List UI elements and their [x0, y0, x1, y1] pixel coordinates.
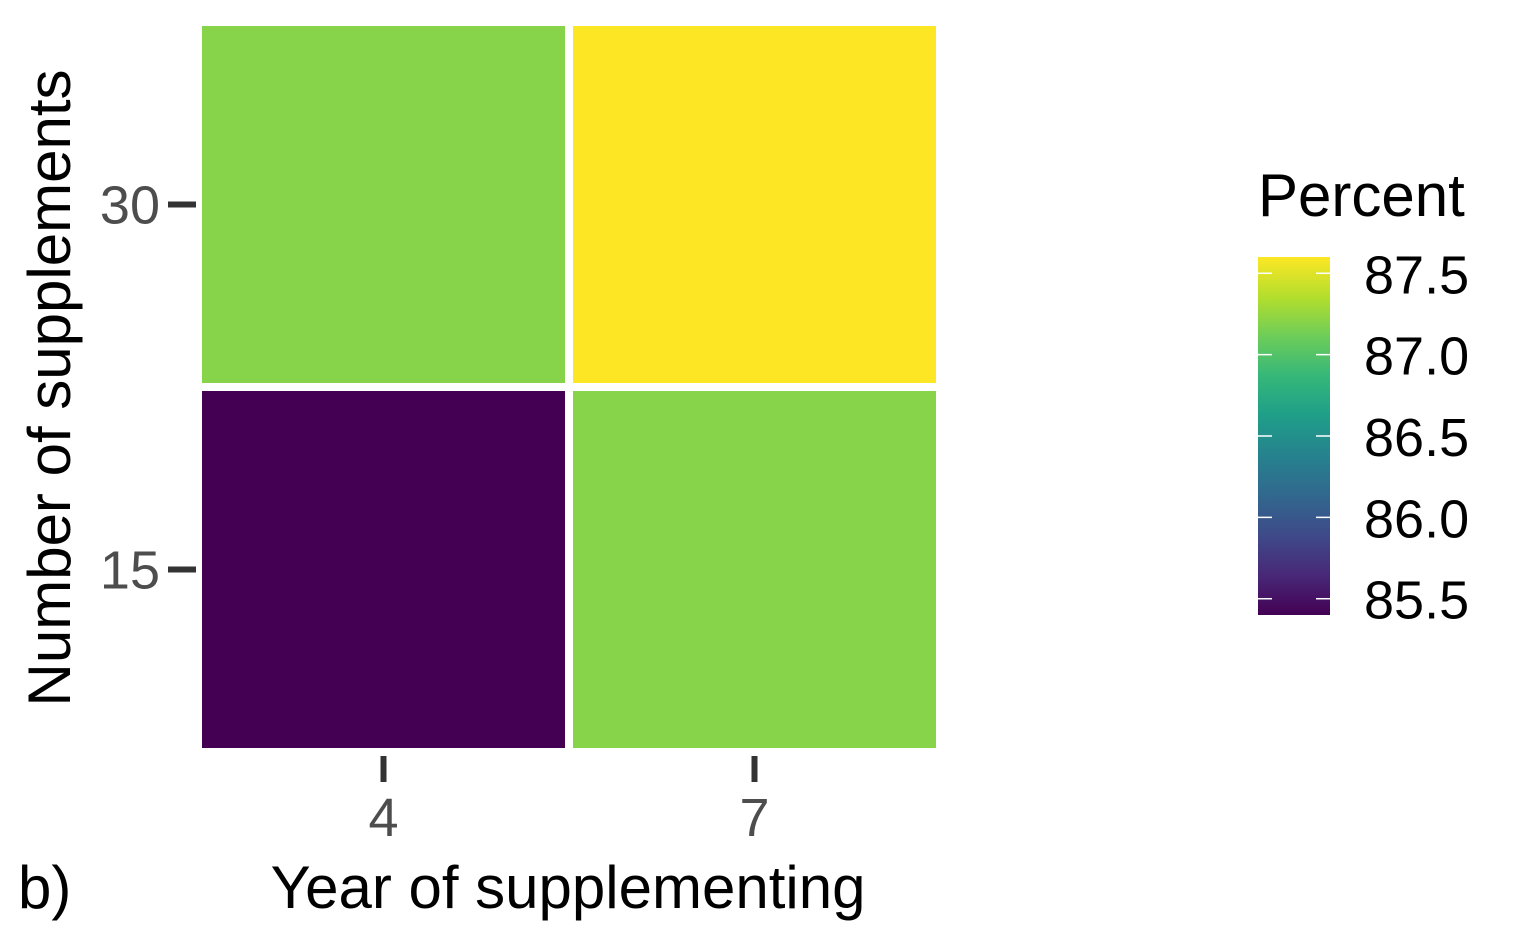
heatmap-tiles — [202, 26, 936, 748]
y-axis-title: Number of supplements — [16, 70, 83, 707]
legend-tick-label: 85.5 — [1364, 571, 1469, 631]
legend-ticks: 85.5 86.0 86.5 87.0 87.5 — [1258, 245, 1469, 631]
x-tick-label: 4 — [368, 788, 398, 848]
y-tick-label: 15 — [100, 541, 160, 601]
heatmap-cell-x7-y30 — [573, 26, 936, 383]
color-legend: Percent 85.5 86.0 86.5 87.0 87.5 — [1258, 162, 1469, 631]
legend-title: Percent — [1258, 162, 1465, 229]
heatmap-cell-x4-y15 — [202, 391, 565, 748]
heatmap-cell-x4-y30 — [202, 26, 565, 383]
legend-tick-label: 86.0 — [1364, 489, 1469, 549]
x-axis-title: Year of supplementing — [271, 854, 866, 921]
legend-tick-label: 87.5 — [1364, 245, 1469, 305]
legend-tick-label: 86.5 — [1364, 408, 1469, 468]
heatmap-cell-x7-y15 — [573, 391, 936, 748]
x-tick-label: 7 — [739, 788, 769, 848]
legend-tick-label: 87.0 — [1364, 327, 1469, 387]
y-tick-label: 30 — [100, 176, 160, 236]
panel-label: b) — [18, 854, 71, 921]
